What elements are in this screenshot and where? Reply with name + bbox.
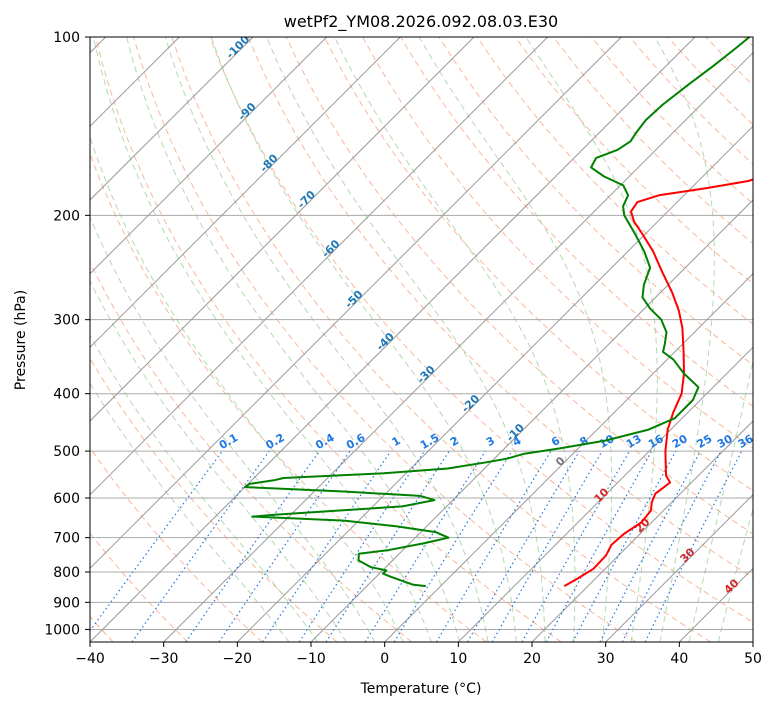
x-tick-label: 50 bbox=[744, 651, 762, 667]
x-tick-label: −30 bbox=[149, 651, 179, 667]
y-tick-label: 1000 bbox=[44, 622, 80, 638]
y-tick-label: 300 bbox=[53, 313, 80, 329]
y-tick-label: 900 bbox=[53, 595, 80, 611]
x-tick-label: 10 bbox=[449, 651, 467, 667]
x-tick-label: −10 bbox=[296, 651, 326, 667]
x-tick-label: 20 bbox=[523, 651, 541, 667]
y-tick-label: 200 bbox=[53, 208, 80, 224]
x-tick-label: 0 bbox=[380, 651, 389, 667]
x-tick-label: −20 bbox=[223, 651, 253, 667]
x-tick-label: −40 bbox=[75, 651, 105, 667]
y-tick-label: 400 bbox=[53, 387, 80, 403]
y-axis-label: Pressure (hPa) bbox=[13, 290, 29, 390]
y-tick-label: 600 bbox=[53, 491, 80, 507]
x-axis-label: Temperature (°C) bbox=[360, 681, 482, 697]
y-tick-label: 800 bbox=[53, 565, 80, 581]
x-tick-label: 40 bbox=[670, 651, 688, 667]
x-tick-label: 30 bbox=[597, 651, 615, 667]
y-tick-label: 700 bbox=[53, 531, 80, 547]
y-tick-label: 500 bbox=[53, 444, 80, 460]
chart-title: wetPf2_YM08.2026.092.08.03.E30 bbox=[284, 12, 558, 32]
y-tick-label: 100 bbox=[53, 30, 80, 46]
